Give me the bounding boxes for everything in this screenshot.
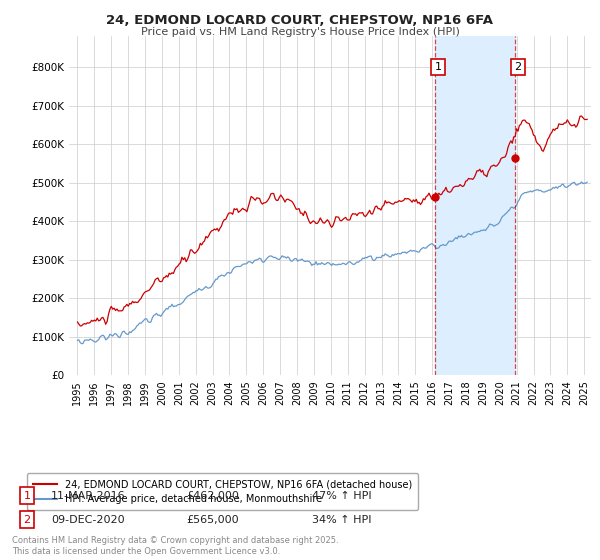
- Text: 1: 1: [23, 491, 31, 501]
- Text: 11-MAR-2016: 11-MAR-2016: [51, 491, 125, 501]
- Text: £462,000: £462,000: [186, 491, 239, 501]
- Text: 09-DEC-2020: 09-DEC-2020: [51, 515, 125, 525]
- Text: 2: 2: [23, 515, 31, 525]
- Text: 24, EDMOND LOCARD COURT, CHEPSTOW, NP16 6FA: 24, EDMOND LOCARD COURT, CHEPSTOW, NP16 …: [107, 14, 493, 27]
- Text: Contains HM Land Registry data © Crown copyright and database right 2025.
This d: Contains HM Land Registry data © Crown c…: [12, 536, 338, 556]
- Text: Price paid vs. HM Land Registry's House Price Index (HPI): Price paid vs. HM Land Registry's House …: [140, 27, 460, 37]
- Text: 1: 1: [434, 62, 442, 72]
- Bar: [436, 36, 515, 375]
- Legend: 24, EDMOND LOCARD COURT, CHEPSTOW, NP16 6FA (detached house), HPI: Average price: 24, EDMOND LOCARD COURT, CHEPSTOW, NP16 …: [27, 473, 418, 510]
- Text: 47% ↑ HPI: 47% ↑ HPI: [312, 491, 371, 501]
- Text: 2: 2: [514, 62, 521, 72]
- Text: 34% ↑ HPI: 34% ↑ HPI: [312, 515, 371, 525]
- Text: £565,000: £565,000: [186, 515, 239, 525]
